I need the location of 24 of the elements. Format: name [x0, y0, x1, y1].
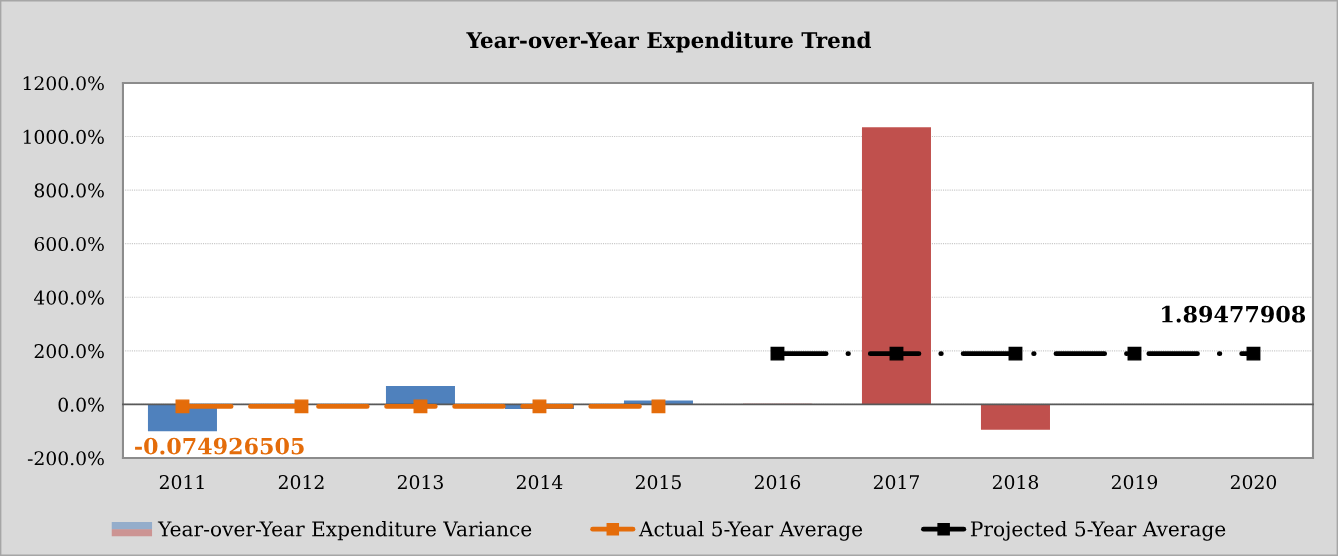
x-tick-label: 2018: [992, 474, 1039, 490]
x-tick-label: 2017: [873, 474, 919, 490]
legend-label: Projected 5-Year Average: [970, 520, 1226, 541]
chart-title: Year-over-Year Expenditure Trend: [466, 31, 872, 53]
x-tick-label: 2012: [278, 474, 324, 490]
x-tick-label: 2013: [397, 474, 443, 490]
x-tick-label: 2016: [754, 474, 801, 490]
y-tick-label: 0.0%: [58, 397, 104, 412]
data-label: -0.074926505: [135, 437, 304, 455]
x-tick-label: 2019: [1111, 474, 1158, 490]
y-tick-label: 400.0%: [33, 290, 104, 305]
x-tick-label: 2014: [516, 474, 563, 490]
x-tick-label: 2020: [1230, 474, 1277, 490]
legend-label: Actual 5-Year Average: [638, 520, 863, 541]
x-tick-label: 2011: [159, 474, 204, 490]
y-tick-label: -200.0%: [27, 451, 104, 466]
y-tick-label: 1000.0%: [23, 129, 104, 144]
x-tick-label: 2015: [635, 474, 681, 490]
y-tick-label: 1200.0%: [23, 76, 104, 91]
data-label: 1.89477908: [1162, 305, 1306, 323]
y-tick-label: 800.0%: [34, 183, 104, 198]
y-tick-label: 200.0%: [34, 344, 104, 359]
legend-label: Year-over-Year Expenditure Variance: [157, 520, 532, 541]
y-tick-label: 600.0%: [34, 236, 104, 252]
